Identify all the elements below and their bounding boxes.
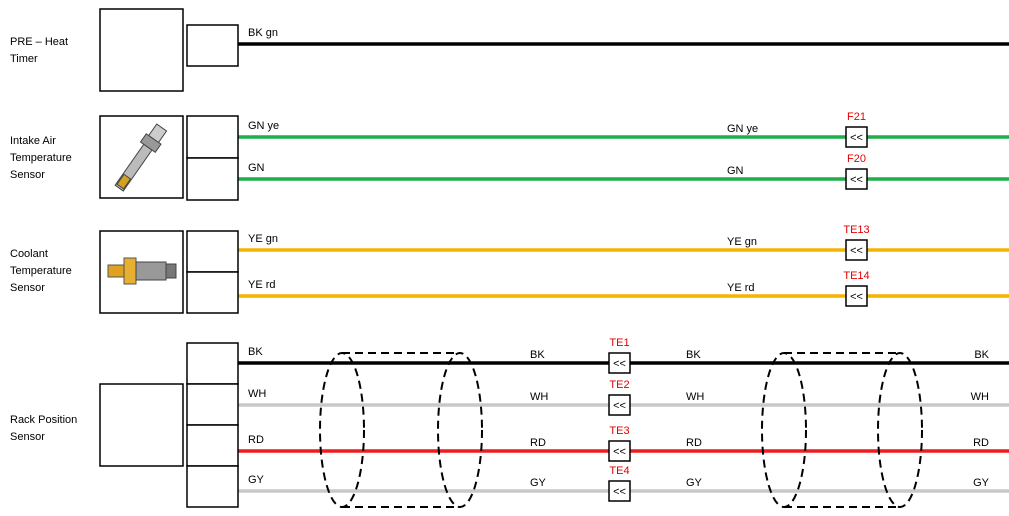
component-name: Sensor [10,431,45,443]
connector-id: TE1 [609,337,629,349]
connector-symbol: << [613,358,626,370]
component-box [99,383,184,467]
wire-label: RD [686,437,702,449]
component-name: Sensor [10,282,45,294]
pin-box [186,230,239,273]
wire-label: RD [248,434,264,446]
wire-label: BK [686,349,701,361]
component-name: PRE – Heat [10,36,68,48]
connector [845,239,868,261]
wire-label: YE gn [727,236,757,248]
component-box [99,8,184,92]
wire-label: GN ye [248,120,279,132]
coolant-sensor-icon [107,257,177,285]
connector-id: TE4 [609,465,629,477]
wire-label: GN [248,162,265,174]
component-name: Coolant [10,248,48,260]
wire-label: GY [530,477,547,489]
connector-symbol: << [613,400,626,412]
wire-label: YE gn [248,233,278,245]
pin-box [186,271,239,314]
component-name: Timer [10,53,38,65]
component-name: Rack Position [10,414,77,426]
connector-id: TE13 [843,224,869,236]
wire-label: WH [530,391,548,403]
connector [608,394,631,416]
wire-label: WH [248,388,266,400]
wire-label: GY [686,477,703,489]
pin-box [186,115,239,159]
wire-label: WH [686,391,704,403]
component-name: Temperature [10,265,72,277]
component-name: Sensor [10,169,45,181]
wire-label: YE rd [248,279,276,291]
connector-symbol: << [850,174,863,186]
connector-symbol: << [613,446,626,458]
wire-label: GY [248,474,265,486]
connector [608,352,631,374]
wire-label: RD [530,437,546,449]
shield [319,352,923,508]
wire-label: GN [727,165,744,177]
connector-id: TE3 [609,425,629,437]
connector-id: TE2 [609,379,629,391]
wire-label: GY [973,477,990,489]
connector-symbol: << [613,486,626,498]
connector-symbol: << [850,245,863,257]
wire-label: GN ye [727,123,758,135]
wire-label: YE rd [727,282,755,294]
pin-box [186,383,239,426]
connector [608,440,631,462]
connector [845,126,868,148]
wire-label: WH [971,391,989,403]
connector-id: F21 [847,111,866,123]
pin-box [186,24,239,67]
connector-symbol: << [850,291,863,303]
pin-box [186,424,239,467]
connector-symbol: << [850,132,863,144]
wire-label: BK [974,349,989,361]
connector [608,480,631,502]
intake-sensor-icon [114,123,168,192]
wire-label: RD [973,437,989,449]
connector [845,285,868,307]
pin-box [186,465,239,508]
pin-box [186,157,239,201]
connector-id: F20 [847,153,866,165]
wire-label: BK [530,349,545,361]
wire-label: BK gn [248,27,278,39]
component-name: Intake Air [10,135,56,147]
pin-box [186,342,239,385]
connector [845,168,868,190]
component-name: Temperature [10,152,72,164]
connector-id: TE14 [843,270,869,282]
wire-label: BK [248,346,263,358]
